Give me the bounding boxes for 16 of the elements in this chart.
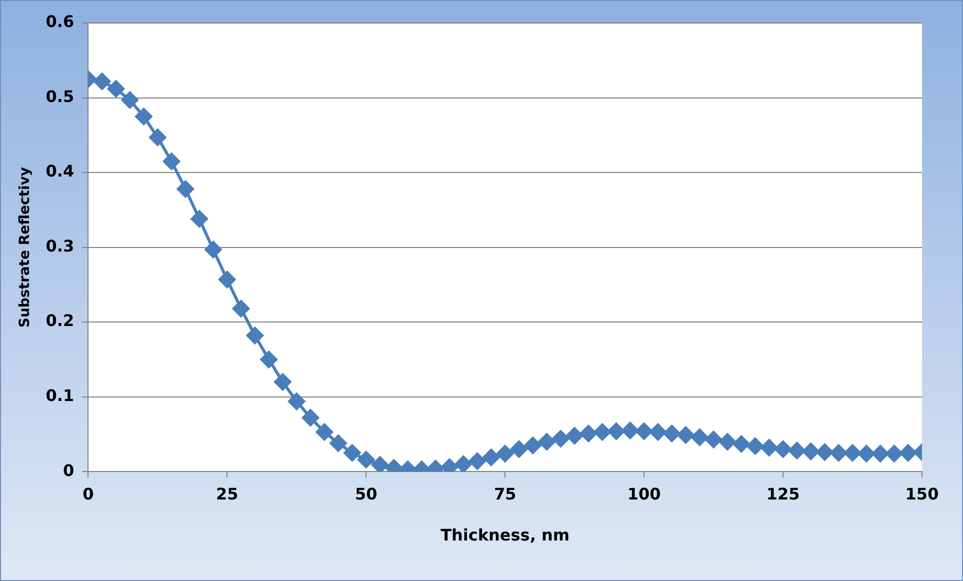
x-tick-label: 25 <box>216 484 238 504</box>
y-tick-label: 0.5 <box>46 86 74 106</box>
y-tick-label: 0.3 <box>46 236 74 256</box>
y-tick-label: 0 <box>63 460 74 480</box>
x-tick-label: 50 <box>354 484 378 504</box>
x-tick-label: 75 <box>494 484 516 504</box>
x-tick-label: 100 <box>627 484 661 504</box>
x-axis-title: Thickness, nm <box>440 526 570 545</box>
y-axis-title: Substrate Reflectivy <box>17 166 34 328</box>
x-tick-label: 0 <box>82 484 94 504</box>
x-tick-label: 125 <box>766 484 800 504</box>
y-tick-label: 0.6 <box>46 12 74 32</box>
y-tick-label: 0.4 <box>46 162 74 181</box>
y-tick-label: 0.1 <box>46 386 74 405</box>
y-tick-label: 0.2 <box>46 311 74 330</box>
x-tick-label: 150 <box>905 484 939 504</box>
